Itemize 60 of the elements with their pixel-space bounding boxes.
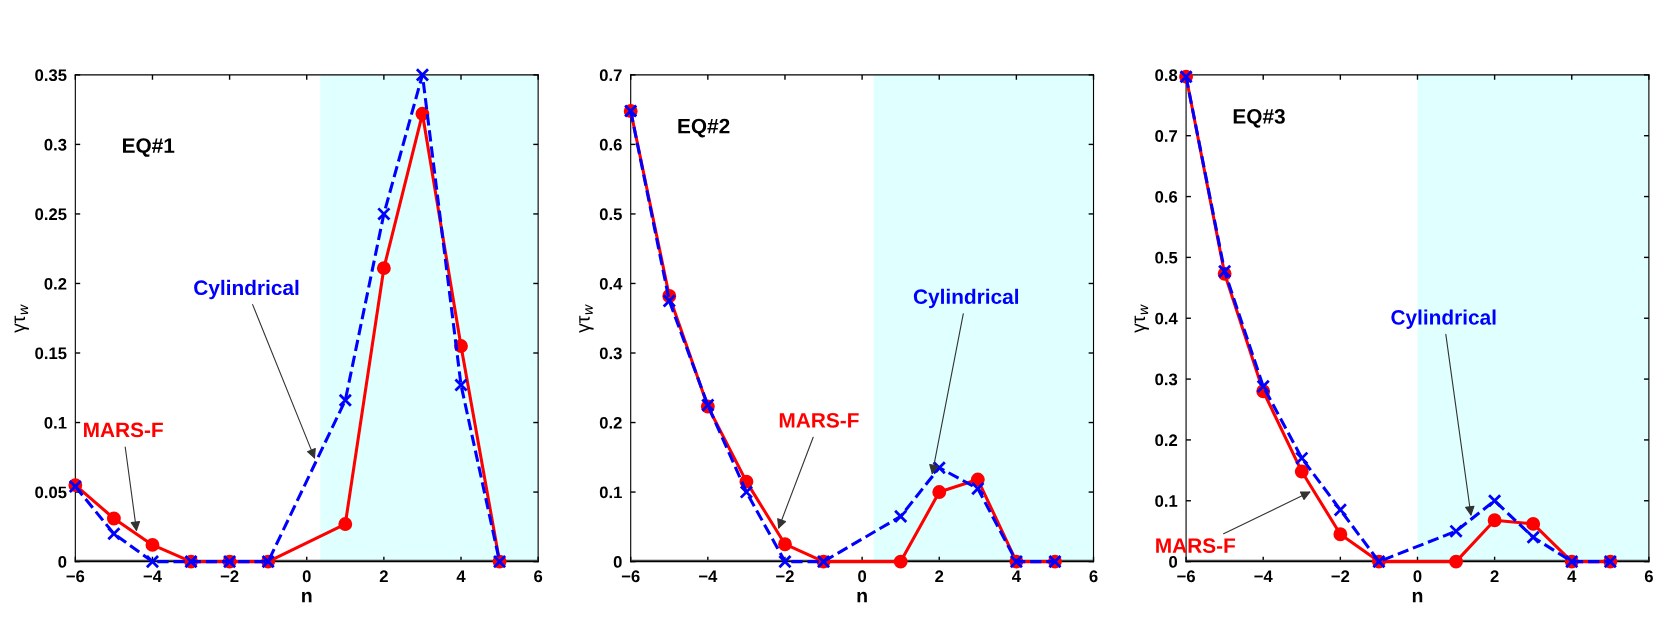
y-tick-label: 0.4 bbox=[1155, 312, 1178, 325]
y-tick-label: 0.6 bbox=[599, 138, 622, 151]
y-tick-label: 0.4 bbox=[599, 277, 623, 290]
y-axis-title: γτ$_{w}$ bbox=[1134, 304, 1149, 333]
y-axis-title: γτ$_{w}$ bbox=[14, 304, 29, 333]
y-tick-label: 0.15 bbox=[35, 347, 67, 360]
y-tick-label: 0.35 bbox=[35, 69, 67, 82]
y-tick-label: 0.6 bbox=[1155, 190, 1178, 203]
x-tick-label: 6 bbox=[1089, 570, 1098, 583]
y-tick-label: 0.05 bbox=[35, 486, 67, 499]
y-tick-label: 0.1 bbox=[44, 416, 67, 429]
y-tick-label: 0 bbox=[58, 556, 67, 568]
y-tick-label: 0.3 bbox=[1155, 373, 1178, 386]
x-tick-label: −6 bbox=[66, 570, 85, 583]
y-tick-label: 0.2 bbox=[1155, 434, 1178, 447]
text: Cylindrical bbox=[194, 279, 299, 300]
y-tick-label: 0.1 bbox=[1155, 495, 1178, 507]
y-axis-title: γτ$_{w}$ bbox=[579, 304, 594, 333]
x-tick-label: −6 bbox=[1177, 570, 1195, 583]
y-tick-label: 0.3 bbox=[599, 347, 622, 360]
text: MARS-F bbox=[779, 412, 859, 428]
x-tick-label: 0 bbox=[1413, 570, 1422, 583]
x-tick-label: 2 bbox=[935, 570, 944, 583]
x-tick-label: 0 bbox=[302, 570, 311, 583]
annotation: EQ#1 bbox=[123, 138, 175, 157]
y-tick-label: 0.2 bbox=[599, 416, 622, 429]
y-tick-label: 0.8 bbox=[1155, 69, 1178, 82]
y-tick-label: 0.1 bbox=[599, 486, 622, 499]
y-tick-label: 0.7 bbox=[599, 69, 622, 82]
text: Cylindrical bbox=[1391, 309, 1496, 329]
y-tick-label: 0.5 bbox=[599, 208, 622, 221]
x-axis-title: n bbox=[857, 591, 867, 603]
x-tick-label: 0 bbox=[858, 570, 867, 583]
x-tick-label: 2 bbox=[379, 570, 388, 583]
x-tick-label: 4 bbox=[1012, 570, 1021, 583]
annotation: EQ#3 bbox=[1233, 109, 1285, 128]
y-tick-label: 0.5 bbox=[1155, 251, 1178, 264]
x-tick-label: 6 bbox=[1644, 570, 1653, 583]
x-tick-label: −2 bbox=[1331, 570, 1350, 583]
x-axis-title: n bbox=[1412, 591, 1423, 603]
y-tick-label: 0.25 bbox=[35, 208, 67, 221]
x-tick-label: −4 bbox=[1254, 570, 1273, 583]
annotation: EQ#2 bbox=[678, 118, 730, 138]
y-tick-label: 0 bbox=[1169, 556, 1178, 568]
text: MARS-F bbox=[84, 422, 163, 438]
x-tick-label: −4 bbox=[699, 570, 718, 583]
y-tick-label: 0 bbox=[613, 556, 622, 568]
x-axis-title: n bbox=[302, 591, 312, 603]
text: Cylindrical bbox=[913, 288, 1019, 309]
x-tick-label: 2 bbox=[1490, 570, 1499, 583]
y-tick-label: 0.3 bbox=[44, 138, 67, 151]
x-tick-label: 4 bbox=[456, 570, 466, 583]
x-tick-label: −6 bbox=[621, 570, 640, 583]
x-tick-label: 4 bbox=[1567, 570, 1577, 583]
x-tick-label: 6 bbox=[534, 570, 543, 583]
x-tick-label: −4 bbox=[143, 570, 162, 583]
x-tick-label: −2 bbox=[776, 570, 794, 583]
y-tick-label: 0.2 bbox=[44, 277, 67, 290]
y-tick-label: 0.7 bbox=[1155, 130, 1178, 142]
x-tick-label: −2 bbox=[220, 570, 239, 583]
